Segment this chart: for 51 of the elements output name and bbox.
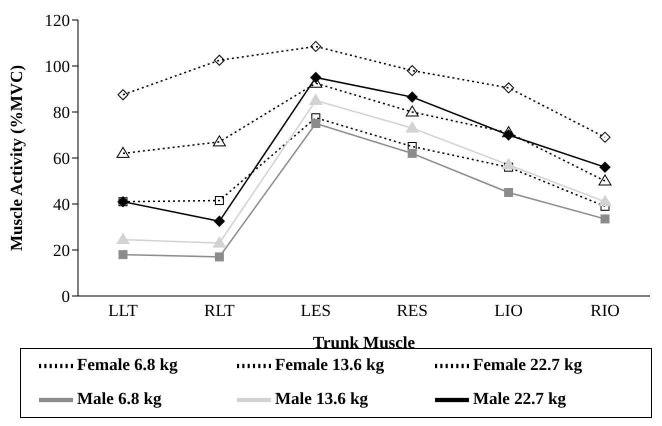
x-tick-label: LLT: [108, 301, 138, 320]
point: [214, 216, 225, 227]
legend-label: Female 22.7 kg: [473, 354, 584, 375]
y-tick-label: 40: [53, 195, 70, 214]
x-tick-label: RLT: [204, 301, 236, 320]
legend-label: Female 13.6 kg: [275, 354, 386, 375]
point: [406, 122, 419, 133]
x-tick-label: RES: [396, 301, 428, 320]
point: [311, 119, 320, 128]
point: [408, 142, 417, 151]
point: [502, 158, 516, 170]
x-tick-label: LES: [300, 301, 331, 320]
point: [406, 92, 418, 103]
point: [212, 135, 226, 146]
legend-label: Male 22.7 kg: [473, 388, 568, 409]
x-tick-label: RIO: [590, 301, 620, 320]
x-tick-label: LIO: [494, 301, 523, 320]
legend-label: Male 6.8 kg: [77, 388, 163, 409]
point: [118, 89, 128, 100]
point: [116, 233, 130, 244]
point: [600, 214, 610, 224]
point: [310, 72, 322, 83]
point: [310, 40, 322, 52]
point: [309, 94, 322, 105]
y-tick-label: 20: [53, 241, 70, 260]
point: [600, 132, 610, 143]
point: [406, 106, 419, 116]
point: [502, 126, 516, 138]
legend-label: Female 6.8 kg: [77, 354, 179, 375]
point: [598, 174, 612, 186]
point: [214, 54, 225, 66]
y-tick-label: 100: [44, 57, 70, 76]
point: [116, 146, 130, 158]
point: [212, 236, 226, 248]
point: [600, 162, 610, 173]
point: [598, 195, 612, 206]
point: [214, 196, 224, 206]
point: [503, 130, 514, 140]
point: [503, 82, 514, 94]
y-axis-title: Muscle Activity (%MVC): [7, 64, 26, 252]
point: [406, 65, 418, 76]
y-tick-label: 120: [44, 11, 70, 30]
y-tick-label: 0: [62, 287, 70, 306]
y-tick-label: 80: [53, 103, 70, 122]
point: [214, 252, 224, 262]
point: [408, 148, 417, 158]
point: [504, 188, 514, 197]
point: [118, 250, 128, 260]
x-axis-title: Trunk Muscle: [312, 333, 416, 352]
legend-label: Male 13.6 kg: [275, 388, 370, 409]
y-tick-label: 60: [53, 149, 70, 168]
